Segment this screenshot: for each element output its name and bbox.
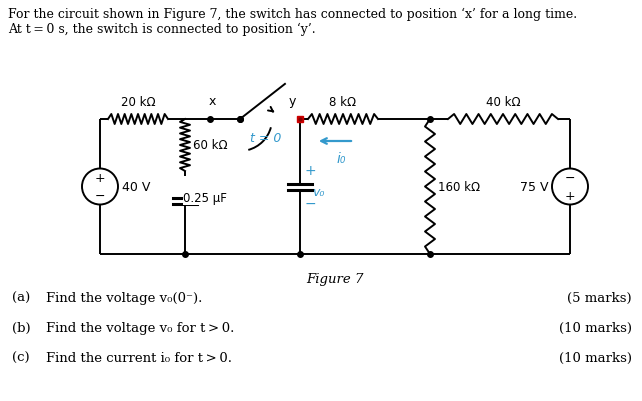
Text: 60 kΩ: 60 kΩ xyxy=(193,139,228,152)
Text: 160 kΩ: 160 kΩ xyxy=(438,180,480,194)
Text: +: + xyxy=(565,190,575,203)
Text: −: − xyxy=(305,196,317,210)
Text: (b): (b) xyxy=(12,321,31,334)
Text: (5 marks): (5 marks) xyxy=(568,291,632,304)
Text: 40 kΩ: 40 kΩ xyxy=(486,96,520,109)
Text: (10 marks): (10 marks) xyxy=(559,351,632,364)
Text: At t = 0 s, the switch is connected to position ‘y’.: At t = 0 s, the switch is connected to p… xyxy=(8,23,316,36)
Text: Find the current i₀ for t > 0.: Find the current i₀ for t > 0. xyxy=(46,351,232,364)
Text: 40 V: 40 V xyxy=(122,180,150,194)
Text: +: + xyxy=(305,164,317,178)
Text: For the circuit shown in Figure 7, the switch has connected to position ‘x’ for : For the circuit shown in Figure 7, the s… xyxy=(8,8,577,21)
Text: 0.25 μF: 0.25 μF xyxy=(183,192,227,205)
Text: −: − xyxy=(95,190,105,203)
Text: (a): (a) xyxy=(12,291,30,304)
Text: −: − xyxy=(565,172,575,184)
Text: +: + xyxy=(94,172,105,184)
Text: Find the voltage v₀(0⁻).: Find the voltage v₀(0⁻). xyxy=(46,291,202,304)
Text: (c): (c) xyxy=(12,351,30,364)
Text: (10 marks): (10 marks) xyxy=(559,321,632,334)
Text: i₀: i₀ xyxy=(336,152,346,166)
Text: 20 kΩ: 20 kΩ xyxy=(121,96,155,109)
Text: Find the voltage v₀ for t > 0.: Find the voltage v₀ for t > 0. xyxy=(46,321,234,334)
Text: Figure 7: Figure 7 xyxy=(306,272,363,285)
Text: y: y xyxy=(288,95,296,108)
Text: 8 kΩ: 8 kΩ xyxy=(329,96,356,109)
Text: 75 V: 75 V xyxy=(519,180,548,194)
Text: x: x xyxy=(208,95,216,108)
Text: v₀: v₀ xyxy=(312,186,324,198)
Text: t = 0: t = 0 xyxy=(250,132,281,145)
